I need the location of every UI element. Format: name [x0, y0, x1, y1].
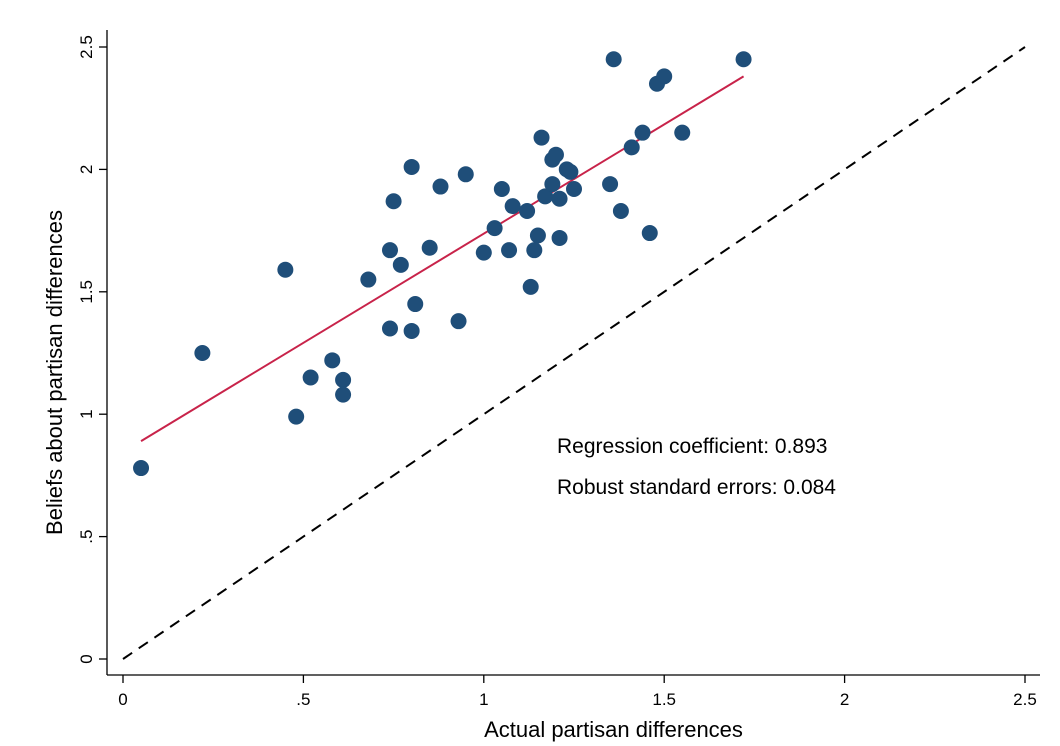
x-tick-label: 0	[118, 690, 127, 709]
data-point	[335, 386, 352, 403]
x-tick-label: 2.5	[1013, 690, 1037, 709]
data-point	[392, 256, 409, 273]
x-tick-label: 2	[840, 690, 849, 709]
data-point	[537, 188, 554, 205]
data-point	[623, 139, 640, 156]
y-tick-label: 2	[77, 165, 96, 174]
data-point	[403, 158, 420, 175]
data-point	[381, 242, 398, 259]
data-point	[194, 345, 211, 361]
data-point	[302, 369, 319, 386]
data-point	[641, 225, 658, 242]
data-point	[547, 146, 564, 163]
data-point	[432, 178, 449, 195]
data-point	[475, 244, 492, 261]
data-point	[133, 460, 150, 477]
data-point	[519, 203, 536, 220]
chart-axes: 0 .5 1 1.5 2 2.5 0 .5 1 1.5 2 2.5	[77, 30, 1040, 709]
robust-standard-errors-annotation: Robust standard errors: 0.084	[557, 476, 836, 499]
data-point	[385, 193, 402, 210]
y-axis-title: Beliefs about partisan differences	[42, 210, 67, 535]
y-tick-label: 0	[77, 654, 96, 663]
data-point	[403, 322, 420, 339]
data-point	[562, 163, 579, 180]
data-point	[493, 180, 510, 197]
data-point	[526, 242, 543, 259]
data-point	[360, 271, 377, 288]
regression-coefficient-annotation: Regression coefficient: 0.893	[557, 435, 827, 458]
data-point	[551, 190, 568, 207]
fitted-regression-line	[140, 75, 745, 442]
data-point	[602, 176, 619, 193]
data-point	[407, 296, 424, 313]
data-point	[277, 261, 294, 278]
y-tick-label: .5	[77, 530, 96, 544]
data-point	[501, 242, 518, 259]
data-point	[612, 203, 629, 220]
data-point	[634, 124, 651, 141]
data-point	[504, 198, 521, 215]
y-tick-label: 2.5	[77, 35, 96, 59]
x-tick-label: 1.5	[652, 690, 676, 709]
data-point	[288, 408, 305, 425]
data-point	[421, 239, 438, 256]
data-point	[566, 180, 582, 197]
data-point	[544, 176, 561, 193]
data-point	[674, 124, 691, 141]
data-point	[522, 278, 539, 295]
data-point	[457, 166, 474, 183]
data-point	[533, 129, 550, 146]
data-point	[529, 227, 546, 244]
data-point	[656, 68, 673, 85]
x-axis-title: Actual partisan differences	[484, 717, 743, 742]
data-point	[735, 51, 752, 68]
data-point	[381, 320, 398, 337]
y-tick-label: 1	[77, 409, 96, 418]
data-point	[450, 313, 467, 330]
y-tick-label: 1.5	[77, 280, 96, 304]
data-point	[486, 220, 503, 237]
chart-marks	[122, 46, 1026, 660]
data-point	[335, 371, 352, 388]
data-point	[551, 229, 568, 246]
x-tick-label: .5	[296, 690, 310, 709]
x-tick-label: 1	[479, 690, 488, 709]
data-point	[605, 51, 622, 68]
reference-line	[122, 46, 1026, 660]
data-point	[324, 352, 341, 369]
